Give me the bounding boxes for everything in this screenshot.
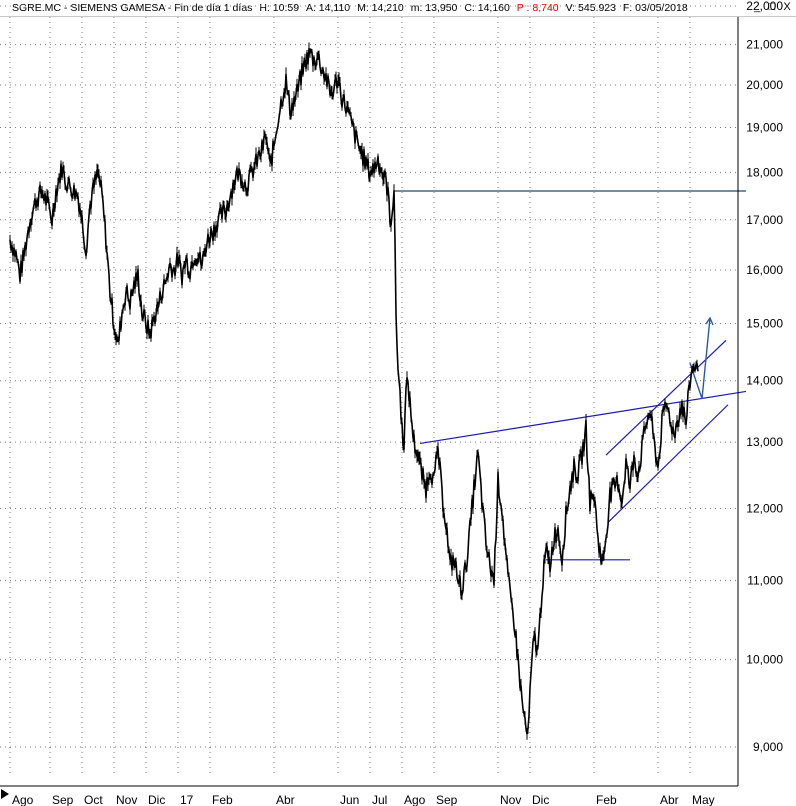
y-tick-label: 15,000 bbox=[746, 317, 783, 331]
price-series bbox=[9, 42, 699, 740]
price-line bbox=[9, 47, 699, 735]
y-tick-label: 18,000 bbox=[746, 165, 783, 179]
x-tick-label: Nov bbox=[500, 793, 521, 806]
y-tick-label: 14,000 bbox=[746, 374, 783, 388]
open-label: A: 14,110 bbox=[305, 2, 351, 14]
x-tick-label: 17 bbox=[180, 793, 194, 806]
x-tick-label: May bbox=[692, 793, 715, 806]
y-tick-label: 16,000 bbox=[746, 263, 783, 277]
chart-title-bar: SGRE.MC - SIEMENS GAMESA - Fin de día 1 … bbox=[0, 0, 796, 17]
neckline-trendline bbox=[419, 390, 747, 445]
p-label: P : 8,740 bbox=[516, 2, 559, 14]
y-tick-label: 11,000 bbox=[747, 574, 783, 588]
volume-label: V: 545.923 bbox=[565, 2, 616, 14]
max-label: M: 14,210 bbox=[357, 2, 404, 14]
x-tick-label: Feb bbox=[596, 793, 617, 806]
x-tick-label: Abr bbox=[276, 793, 295, 806]
annotations bbox=[394, 190, 747, 561]
x-tick-label: Sep bbox=[436, 793, 458, 806]
minimize-button[interactable]: _ bbox=[750, 1, 764, 15]
x-tick-label: Feb bbox=[212, 793, 233, 806]
close-button[interactable]: X bbox=[780, 1, 794, 15]
x-tick-label: Jun bbox=[340, 793, 359, 806]
x-tick-label: Ago bbox=[404, 793, 426, 806]
projection-arrow bbox=[689, 317, 711, 399]
x-tick-label: Jul bbox=[372, 793, 387, 806]
y-tick-label: 12,000 bbox=[746, 502, 783, 516]
y-tick-label: 21,000 bbox=[746, 38, 783, 52]
y-axis: 9,000 10,000 11,000 12,000 13,000 14,000 15,00… bbox=[737, 0, 783, 786]
window-controls: _ □ X bbox=[750, 0, 794, 16]
y-tick-label: 13,000 bbox=[746, 435, 783, 449]
x-tick-label: Sep bbox=[52, 793, 74, 806]
x-tick-label: Dic bbox=[148, 793, 165, 806]
y-tick-label: 9,000 bbox=[753, 740, 783, 754]
scroll-left-icon[interactable] bbox=[1, 789, 9, 799]
y-tick-label: 20,000 bbox=[746, 78, 783, 92]
y-tick-label: 10,000 bbox=[746, 653, 783, 667]
symbol-label: SGRE.MC - SIEMENS GAMESA - Fin de día 1 … bbox=[12, 2, 253, 14]
x-tick-label: Dic bbox=[532, 793, 549, 806]
x-tick-label: Abr bbox=[660, 793, 679, 806]
y-tick-label: 19,000 bbox=[746, 121, 783, 135]
x-axis: Ago Sep Oct Nov Dic 17 Feb Abr Jun Jul Ago Sep Nov Di… bbox=[0, 785, 738, 806]
channel-lower-line bbox=[607, 404, 729, 523]
date-label: F: 03/05/2018 bbox=[622, 2, 688, 14]
close-label: C: 14,160 bbox=[464, 2, 510, 14]
x-tick-label: Nov bbox=[116, 793, 137, 806]
grid bbox=[0, 5, 738, 776]
y-tick-label: 22,000 bbox=[746, 0, 783, 13]
maximize-button[interactable]: □ bbox=[765, 1, 779, 15]
high-time-label: H: 10:59 bbox=[259, 2, 300, 14]
min-label: m: 13,950 bbox=[410, 2, 458, 14]
x-tick-label: Oct bbox=[84, 793, 103, 806]
arrow-head-icon bbox=[705, 316, 714, 326]
x-tick-label: Ago bbox=[12, 793, 34, 806]
y-tick-label: 17,000 bbox=[746, 213, 783, 227]
